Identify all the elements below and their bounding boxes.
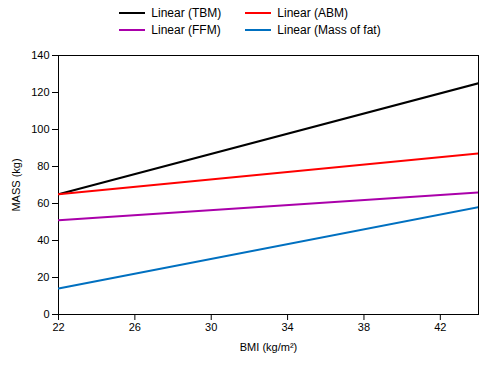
svg-text:38: 38	[358, 321, 370, 333]
svg-text:34: 34	[281, 321, 293, 333]
html-text:Linear (Mass of fat): Linear (Mass of fat)	[277, 23, 381, 37]
svg-text:140: 140	[31, 49, 49, 61]
svg-text:0: 0	[43, 308, 49, 320]
html-text:Linear (ABM): Linear (ABM)	[277, 6, 348, 20]
svg-text:42: 42	[434, 321, 446, 333]
svg-text:120: 120	[31, 86, 49, 98]
svg-text:20: 20	[37, 271, 49, 283]
svg-text:100: 100	[31, 123, 49, 135]
svg-text:MASS (kg): MASS (kg)	[10, 158, 22, 211]
html-text:Linear (FFM): Linear (FFM)	[151, 23, 221, 37]
svg-text:80: 80	[37, 160, 49, 172]
svg-text:26: 26	[129, 321, 141, 333]
html-text:Linear (TBM): Linear (TBM)	[151, 6, 222, 20]
svg-text:BMI (kg/m²): BMI (kg/m²)	[240, 341, 297, 353]
svg-text:22: 22	[52, 321, 64, 333]
svg-text:60: 60	[37, 197, 49, 209]
svg-text:40: 40	[37, 234, 49, 246]
svg-text:30: 30	[205, 321, 217, 333]
